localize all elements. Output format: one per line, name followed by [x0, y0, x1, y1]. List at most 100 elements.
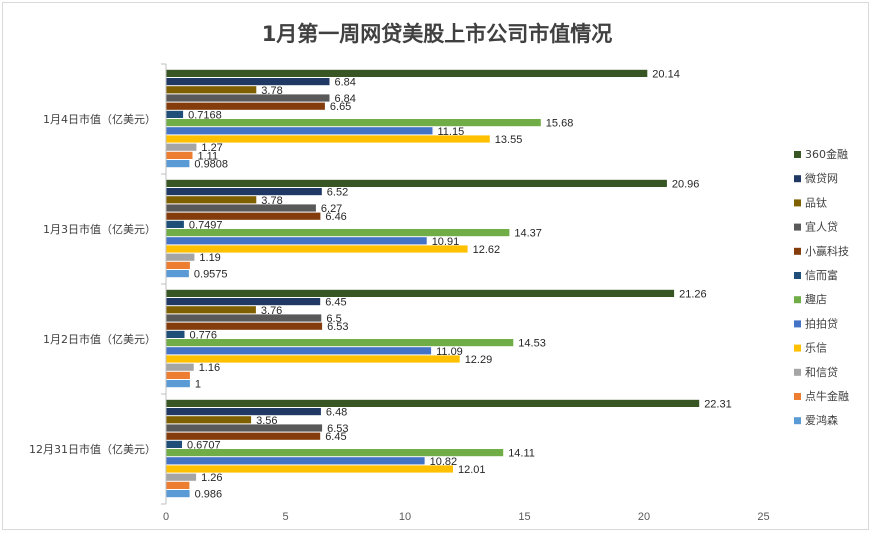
category-label: 1月4日市值（亿美元） — [43, 112, 156, 126]
legend-swatch — [794, 320, 801, 328]
data-label: 0.986 — [195, 489, 223, 501]
x-tick-label: 25 — [757, 511, 769, 523]
legend-label: 乐信 — [805, 342, 827, 355]
data-label: 20.14 — [652, 68, 680, 80]
data-label: 0.9808 — [194, 159, 228, 171]
legend-swatch — [794, 247, 801, 255]
data-label: 6.45 — [325, 431, 346, 443]
bar — [166, 179, 667, 187]
bar — [166, 314, 322, 322]
legend-label: 微贷网 — [805, 171, 838, 185]
bar — [166, 127, 433, 135]
data-label: 0.6707 — [187, 439, 221, 451]
data-label: 0.776 — [190, 329, 218, 341]
data-label: 6.53 — [327, 423, 348, 435]
value-labels-layer: 20.146.843.786.846.650.716815.6811.1513.… — [187, 68, 732, 500]
data-label: 6.27 — [321, 203, 342, 215]
data-label: 21.26 — [679, 288, 707, 300]
data-label: 14.37 — [514, 228, 542, 240]
data-label: 6.5 — [326, 313, 341, 325]
bar — [166, 160, 190, 168]
bar — [166, 449, 504, 457]
bar — [166, 261, 190, 269]
bar — [166, 330, 185, 338]
bar — [166, 339, 514, 347]
bar — [166, 119, 541, 127]
data-label: 6.65 — [330, 101, 351, 113]
legend-swatch — [794, 151, 801, 158]
data-label: 6.84 — [335, 93, 356, 105]
category-labels-layer: 1月4日市值（亿美元） 1月3日市值（亿美元） 1月2日市值（亿美元） 12月31日市… — [29, 112, 156, 456]
data-label: 14.11 — [508, 448, 535, 460]
legend-label: 品钛 — [805, 195, 827, 209]
legend-swatch — [794, 272, 801, 279]
bar — [166, 229, 510, 237]
legend-swatch — [794, 296, 801, 304]
data-label: 12.29 — [465, 354, 493, 366]
data-label: 0.9575 — [194, 269, 228, 281]
bar — [166, 490, 190, 498]
bar — [166, 408, 321, 416]
category-label: 1月3日市值（亿美元） — [43, 222, 156, 236]
data-label: 1.11 — [198, 150, 219, 162]
bar — [166, 457, 425, 465]
data-label: 15.68 — [546, 118, 574, 130]
bar — [166, 322, 323, 330]
data-label: 3.78 — [261, 85, 282, 97]
bar — [166, 188, 322, 196]
x-tick-label: 5 — [282, 511, 288, 523]
legend-label: 点牛金融 — [805, 389, 849, 403]
data-label: 0.7497 — [189, 219, 223, 231]
legend-label: 小赢科技 — [805, 244, 849, 258]
bar — [166, 432, 321, 440]
data-label: 1 — [195, 379, 201, 391]
legend-swatch — [794, 368, 801, 376]
data-label: 3.76 — [261, 305, 282, 317]
bar — [166, 94, 330, 102]
data-label: 6.84 — [335, 77, 356, 89]
bar — [166, 78, 330, 86]
legend-label: 360金融 — [805, 147, 848, 161]
bars-layer — [166, 69, 700, 498]
bar — [166, 86, 257, 94]
bar — [166, 143, 197, 151]
bar — [166, 135, 490, 143]
data-label: 10.82 — [430, 456, 458, 468]
data-label: 11.09 — [436, 346, 463, 358]
legend-swatch — [794, 417, 801, 425]
data-label: 13.55 — [495, 134, 523, 146]
data-label: 1.19 — [199, 252, 220, 264]
category-label: 1月2日市值（亿美元） — [43, 332, 156, 346]
bar — [166, 416, 252, 424]
x-tick-label: 0 — [163, 511, 169, 523]
data-label: 10.91 — [432, 236, 460, 248]
data-label: 14.53 — [518, 338, 546, 350]
data-label: 20.96 — [672, 178, 700, 190]
bar — [166, 363, 194, 371]
legend-label: 宜人贷 — [805, 220, 838, 234]
data-label: 6.52 — [327, 187, 348, 199]
legend-swatch — [794, 223, 801, 231]
legend-swatch — [794, 199, 801, 207]
bar — [166, 399, 700, 407]
data-label: 3.56 — [256, 415, 277, 427]
bar — [166, 212, 321, 220]
legend-label: 拍拍贷 — [805, 316, 838, 330]
data-label: 6.53 — [327, 321, 348, 333]
data-label: 1.16 — [199, 362, 220, 374]
bar — [166, 270, 189, 278]
bar — [166, 355, 460, 363]
data-label: 1.26 — [201, 472, 222, 484]
x-tick-label: 20 — [638, 511, 650, 523]
bar — [166, 253, 195, 261]
bar — [166, 110, 184, 118]
bar — [166, 473, 197, 481]
legend-swatch — [794, 175, 801, 183]
bar — [166, 481, 190, 489]
bar — [166, 347, 432, 355]
legend-swatch — [794, 393, 801, 400]
legend-label: 爱鸿森 — [805, 413, 838, 427]
data-label: 3.78 — [261, 195, 282, 207]
legend-label: 信而富 — [805, 268, 838, 282]
